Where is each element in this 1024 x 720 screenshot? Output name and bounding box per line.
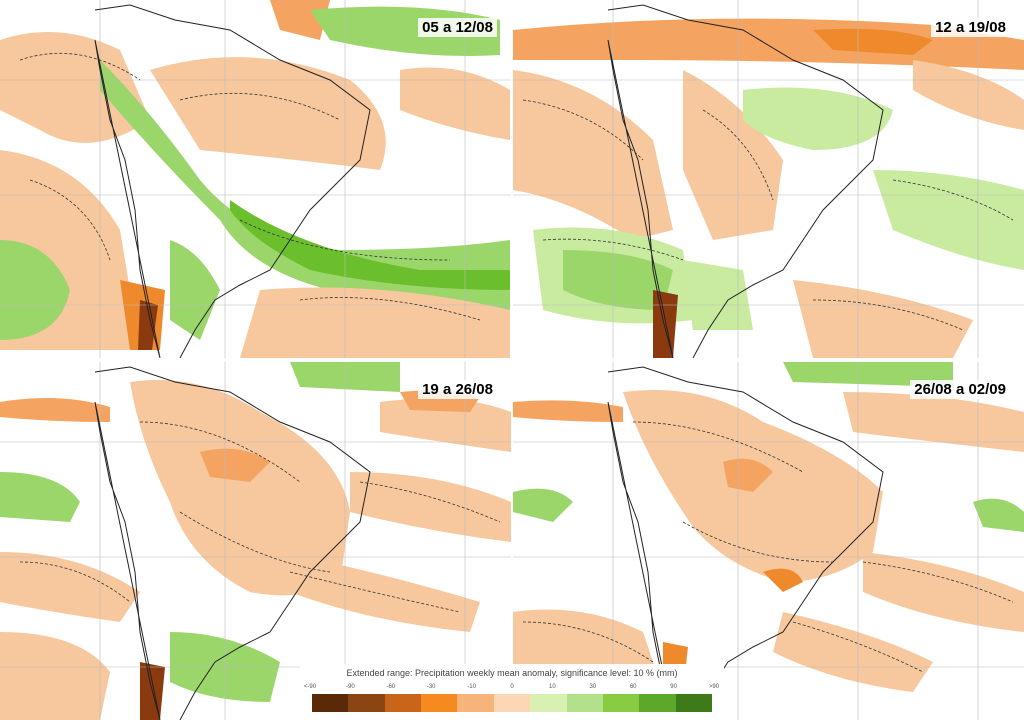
grid-lines <box>0 0 511 358</box>
map-panel-1-graphic <box>0 0 511 358</box>
map-panel-2-graphic <box>513 0 1024 358</box>
legend-tick-label: 0 <box>510 684 514 690</box>
legend-tick-label: -90 <box>346 684 355 690</box>
grid-lines <box>0 362 511 720</box>
panel-1-date-range: 05 a 12/08 <box>418 18 497 37</box>
legend-swatch <box>457 694 494 712</box>
map-panel-2: 12 a 19/08 <box>513 0 1024 358</box>
legend-swatch <box>675 694 712 712</box>
panel-2-date-range: 12 a 19/08 <box>931 18 1010 37</box>
legend-tick-label: -10 <box>467 684 476 690</box>
significance-contours <box>522 99 1014 331</box>
legend-swatch <box>639 694 676 712</box>
legend-tick-label: 90 <box>670 684 677 690</box>
map-panel-4-graphic <box>513 362 1024 720</box>
legend-title: Extended range: Precipitation weekly mea… <box>346 668 678 678</box>
grid-lines <box>513 0 1024 358</box>
anomaly-fields <box>513 362 1024 702</box>
legend-tick-row: <-90 -90 -60 -30 -10 0 10 30 60 90 >90 <box>304 684 719 694</box>
legend-swatch <box>348 694 385 712</box>
anomaly-fields <box>0 0 510 358</box>
anomaly-fields <box>513 18 1024 358</box>
significance-contours <box>19 421 501 613</box>
significance-contours <box>19 52 481 321</box>
legend-tick-label: 30 <box>589 684 597 690</box>
legend-swatch <box>530 694 567 712</box>
legend-swatch <box>421 694 458 712</box>
legend-tick-label: -30 <box>426 684 436 690</box>
legend-swatch <box>312 694 349 712</box>
legend-tick-label: -60 <box>386 684 396 690</box>
panel-3-date-range: 19 a 26/08 <box>418 380 497 399</box>
panel-divider-horizontal <box>0 358 1024 362</box>
map-panel-3: 19 a 26/08 <box>0 362 511 720</box>
legend-tick-label: <-90 <box>303 684 317 690</box>
color-legend: Extended range: Precipitation weekly mea… <box>300 664 724 720</box>
legend-swatch <box>566 694 603 712</box>
map-panel-1: 05 a 12/08 <box>0 0 511 358</box>
legend-tick-label: >90 <box>708 684 720 690</box>
south-america-coastline <box>607 4 884 358</box>
legend-tick-label: 10 <box>549 684 556 690</box>
legend-tick-label: 60 <box>629 684 637 690</box>
legend-swatch <box>384 694 422 712</box>
map-panel-4: 26/08 a 02/09 <box>513 362 1024 720</box>
map-panel-3-graphic <box>0 362 511 720</box>
south-america-coastline <box>94 4 371 358</box>
legend-swatch <box>493 694 531 712</box>
panel-4-date-range: 26/08 a 02/09 <box>910 380 1010 399</box>
legend-swatch <box>602 694 640 712</box>
legend-colorbar <box>312 694 712 712</box>
south-america-coastline <box>94 366 371 720</box>
